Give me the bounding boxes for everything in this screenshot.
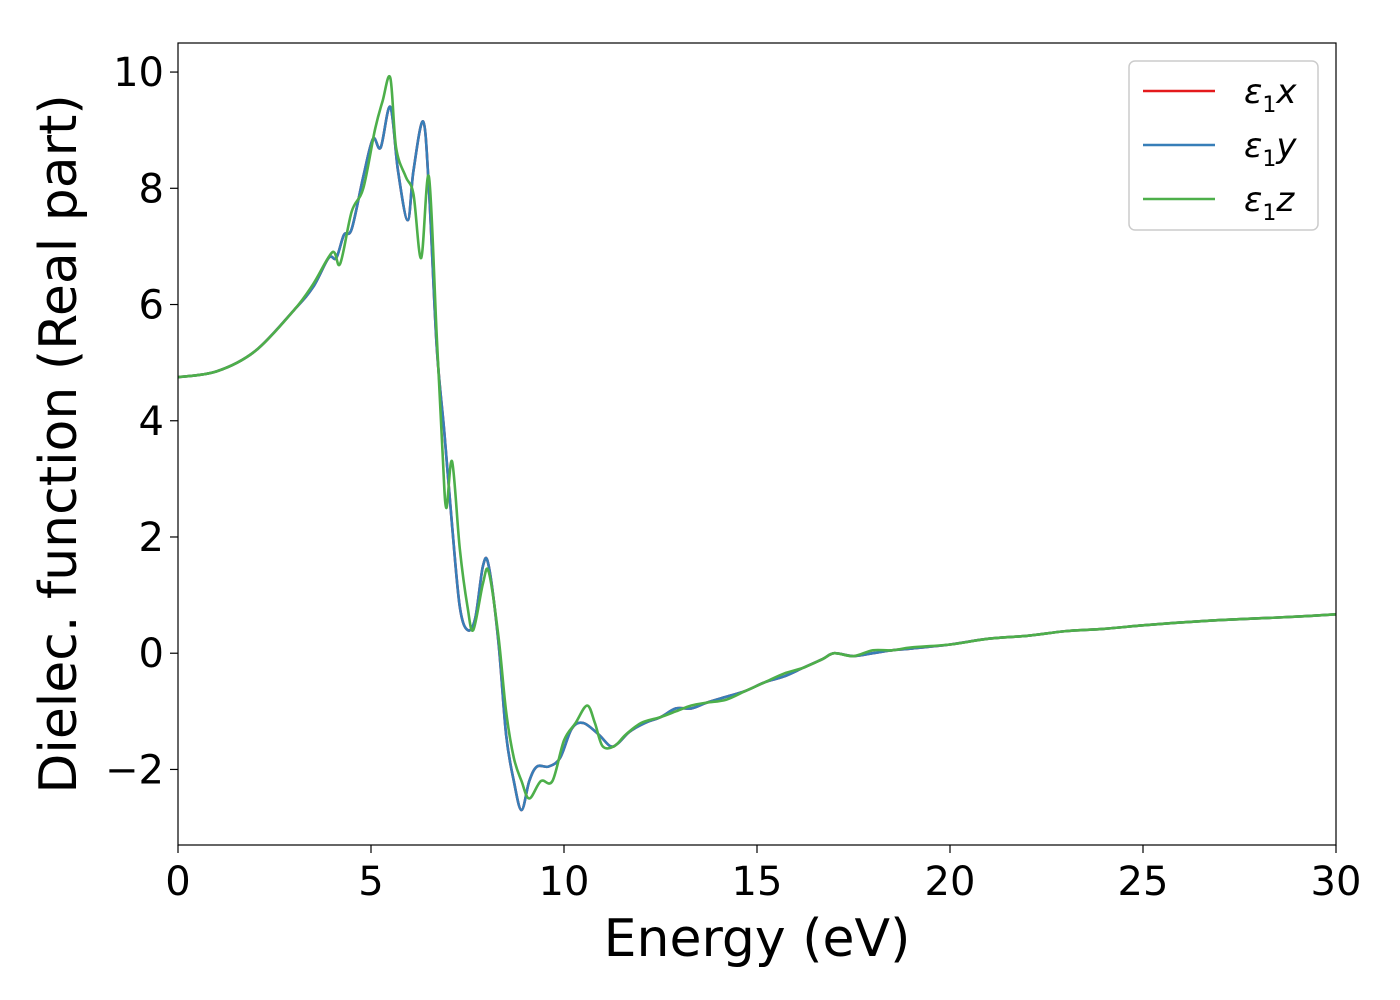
- legend-epsilon: ε: [1244, 126, 1262, 166]
- legend-label-y: ε1y: [1244, 126, 1297, 172]
- x-tick-label: 5: [358, 859, 383, 905]
- y-tick-label: 10: [113, 50, 164, 96]
- x-tick-label: 10: [539, 859, 590, 905]
- x-tick-label: 15: [732, 859, 783, 905]
- y-tick-label: 4: [139, 399, 164, 445]
- series-line-z: [178, 74, 1336, 800]
- legend-box: [1128, 60, 1319, 231]
- legend-label-x: ε1x: [1244, 72, 1297, 118]
- legend-label-z: ε1z: [1244, 180, 1295, 226]
- y-tick-label: 2: [139, 515, 164, 561]
- y-tick-label: 6: [139, 283, 164, 329]
- legend-component: x: [1275, 72, 1297, 112]
- x-tick-label: 25: [1118, 859, 1169, 905]
- legend-subscript: 1: [1262, 93, 1276, 118]
- x-tick-label: 0: [165, 859, 190, 905]
- x-axis: 0 5 10 15 20 25 30: [165, 845, 1361, 905]
- series-layer: [178, 74, 1336, 812]
- y-tick-label: 0: [139, 631, 164, 677]
- legend-epsilon: ε: [1244, 180, 1262, 220]
- y-axis-label: Dielec. function (Real part): [29, 94, 89, 793]
- legend-component: z: [1275, 180, 1295, 220]
- legend-subscript: 1: [1262, 147, 1276, 172]
- legend-subscript: 1: [1262, 201, 1276, 226]
- legend-epsilon: ε: [1244, 72, 1262, 112]
- y-tick-label: 8: [139, 166, 164, 212]
- x-tick-label: 30: [1311, 859, 1362, 905]
- y-axis: −2 0 2 4 6 8 10: [105, 50, 178, 793]
- x-axis-label: Energy (eV): [604, 909, 911, 969]
- x-tick-label: 20: [925, 859, 976, 905]
- y-tick-label: −2: [105, 747, 164, 793]
- legend-component: y: [1275, 126, 1297, 166]
